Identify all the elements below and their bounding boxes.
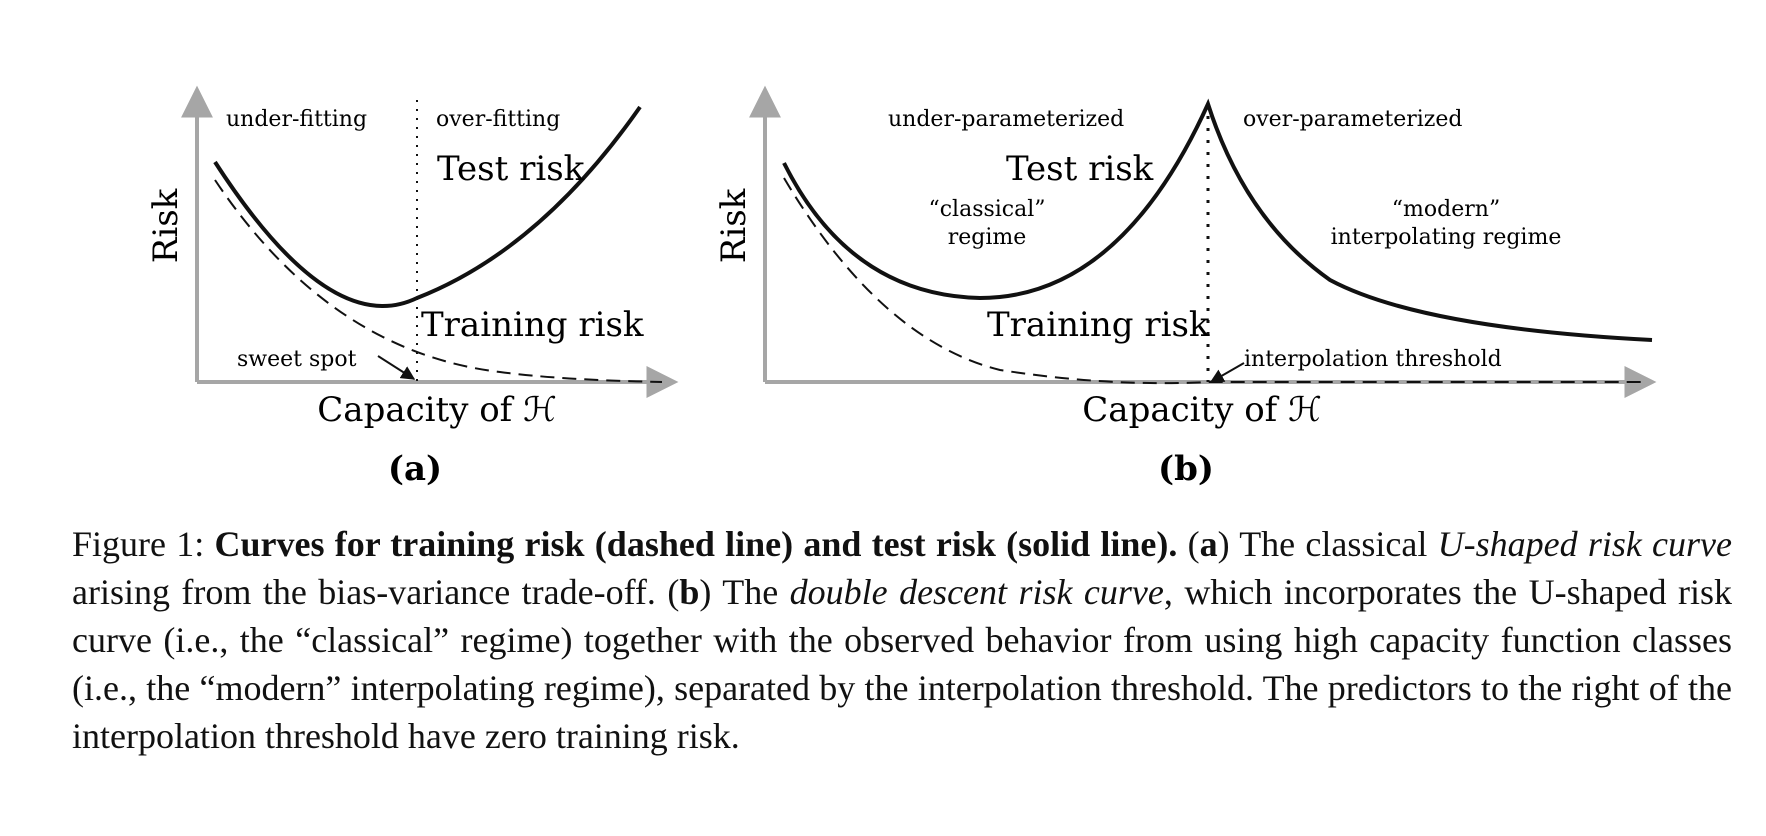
panel-b-classical-label-line1: “classical” <box>928 197 1045 222</box>
panel-b-training-risk-label: Training risk <box>987 305 1210 345</box>
panel-a-x-axis-label: Capacity of ℋ <box>317 390 556 430</box>
figure-caption: Figure 1: Curves for training risk (dash… <box>72 520 1732 760</box>
panel-a-sweet-spot-label: sweet spot <box>237 347 357 372</box>
panel-b-test-risk-label: Test risk <box>1006 149 1154 189</box>
panel-b-test-risk-curve <box>782 98 1653 342</box>
caption-b-text: The <box>722 572 779 612</box>
caption-figure-number: Figure 1: <box>72 524 205 564</box>
panel-b: under-parameterized over-parameterized T… <box>714 85 1657 489</box>
panel-a-test-risk-curve <box>213 105 642 308</box>
panel-a: under-fitting over-fitting Test risk Tra… <box>146 85 679 489</box>
panel-a-training-risk-curve <box>214 179 663 383</box>
panel-b-training-risk-curve <box>783 177 1648 385</box>
panel-b-threshold-label: interpolation threshold <box>1244 347 1502 372</box>
panel-a-training-risk-label: Training risk <box>421 305 644 345</box>
caption-a-italic: U-shaped risk curve <box>1437 524 1733 564</box>
figure: under-fitting over-fitting Test risk Tra… <box>146 85 1657 489</box>
caption-b-italic: double descent risk curve <box>789 572 1164 612</box>
caption-b-letter: b <box>679 572 700 612</box>
panel-a-region-left-label: under-fitting <box>226 107 367 132</box>
panel-b-modern-label-line2: interpolating regime <box>1331 225 1562 250</box>
caption-paragraph: Figure 1: Curves for training risk (dash… <box>72 524 1733 756</box>
panel-b-classical-label-line2: regime <box>948 225 1027 250</box>
panel-b-x-axis-label: Capacity of ℋ <box>1082 390 1321 430</box>
panel-a-region-right-label: over-fitting <box>436 107 560 132</box>
caption-bold-title: Curves for training risk (dashed line) a… <box>214 524 1178 564</box>
caption-a-rest: arising from the bias-variance trade-off… <box>72 572 656 612</box>
panel-b-region-right-label: over-parameterized <box>1243 107 1462 132</box>
panel-b-region-left-label: under-parameterized <box>888 107 1124 132</box>
caption-a-text: The classical <box>1239 524 1428 564</box>
panel-a-test-risk-label: Test risk <box>437 149 585 189</box>
panel-b-threshold-arrow <box>1209 362 1245 383</box>
caption-a-letter: a <box>1199 524 1218 564</box>
panel-b-modern-label-line1: “modern” <box>1392 197 1500 222</box>
panel-b-label: (b) <box>1158 449 1214 489</box>
caption-b-rest: , which incorporates the U-shaped risk c… <box>72 572 1733 756</box>
panel-a-sweet-spot-arrow <box>377 355 416 380</box>
panel-b-y-axis-label: Risk <box>714 188 754 263</box>
panel-a-y-axis-label: Risk <box>146 188 186 263</box>
panel-a-label: (a) <box>388 449 442 489</box>
